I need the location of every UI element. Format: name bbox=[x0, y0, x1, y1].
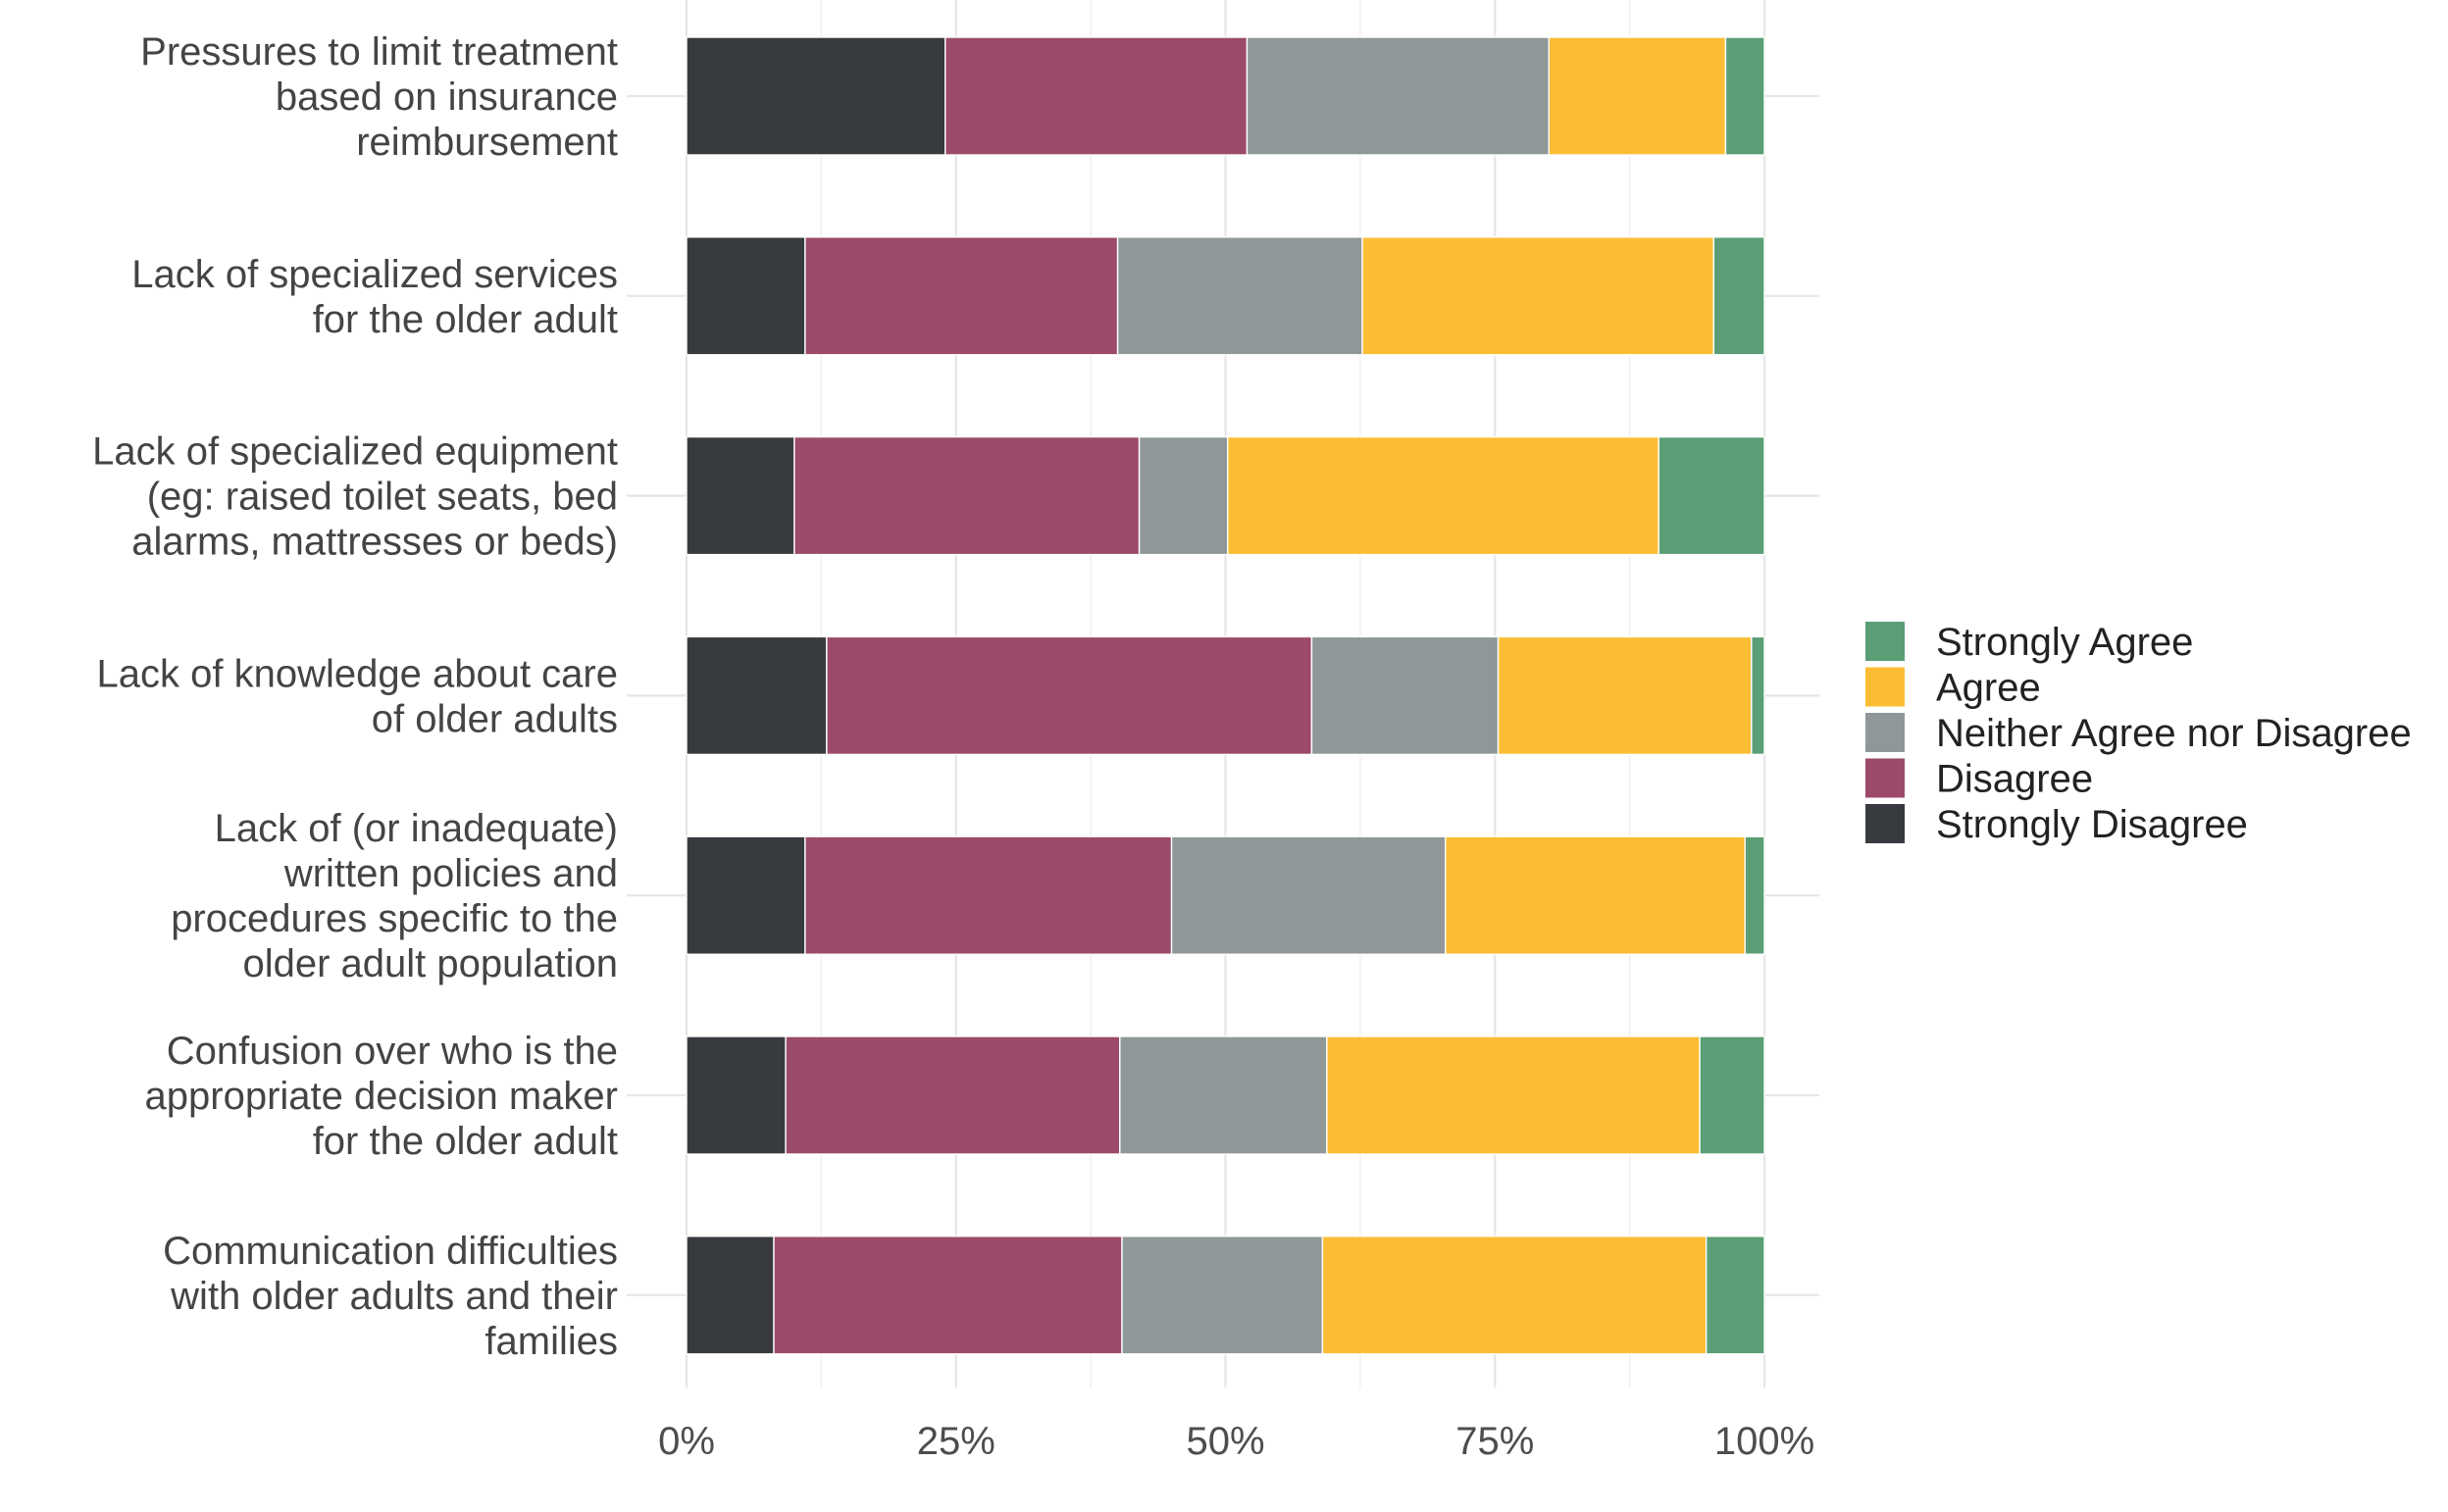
bar-segment-strongly-agree bbox=[1724, 36, 1765, 156]
bar-segment-agree bbox=[1361, 236, 1715, 356]
category-label: Lack of knowledge about care of older adu… bbox=[97, 652, 618, 740]
bar-segment-neither-agree-nor-disagree bbox=[1119, 1035, 1328, 1155]
bar-segment-strongly-disagree bbox=[686, 635, 828, 756]
bar-segment-neither-agree-nor-disagree bbox=[1138, 435, 1229, 556]
bar-segment-strongly-disagree bbox=[686, 236, 806, 356]
x-tick-label: 0% bbox=[658, 1420, 715, 1463]
bar-segment-strongly-agree bbox=[1699, 1035, 1765, 1155]
bar-segment-disagree bbox=[793, 435, 1141, 556]
bar-segment-strongly-agree bbox=[1744, 835, 1765, 955]
bar-segment-agree bbox=[1326, 1035, 1701, 1155]
category-labels: Pressures to limit treatment based on ins… bbox=[92, 30, 618, 1363]
x-tick-label: 100% bbox=[1714, 1420, 1814, 1463]
bar-segment-neither-agree-nor-disagree bbox=[1116, 236, 1363, 356]
bar-segment-agree bbox=[1226, 435, 1659, 556]
bar-segment-disagree bbox=[785, 1035, 1121, 1155]
bar-segment-disagree bbox=[944, 36, 1249, 156]
legend-swatch-strongly-disagree bbox=[1865, 804, 1905, 843]
category-label: Lack of specialized equipment (eg: raised… bbox=[92, 430, 618, 564]
legend-label-strongly-disagree: Strongly Disagree bbox=[1936, 803, 2248, 846]
bar-segment-strongly-disagree bbox=[686, 36, 946, 156]
bar-segment-neither-agree-nor-disagree bbox=[1121, 1235, 1324, 1355]
bar-segment-strongly-agree bbox=[1712, 236, 1765, 356]
bar-segment-disagree bbox=[804, 236, 1119, 356]
bar-segment-strongly-agree bbox=[1751, 635, 1765, 756]
category-label: Lack of (or inadequate) written policies … bbox=[171, 807, 618, 985]
bar-segment-strongly-disagree bbox=[686, 1035, 787, 1155]
bar-segment-disagree bbox=[773, 1235, 1123, 1355]
category-label: Pressures to limit treatment based on ins… bbox=[140, 30, 618, 164]
legend-label-neither-agree-nor-disagree: Neither Agree nor Disagree bbox=[1936, 712, 2412, 755]
legend-swatch-strongly-agree bbox=[1865, 622, 1905, 661]
category-label: Communication difficulties with older adu… bbox=[163, 1230, 618, 1363]
bars bbox=[686, 36, 1765, 1355]
bar-segment-neither-agree-nor-disagree bbox=[1310, 635, 1500, 756]
x-tick-label: 25% bbox=[917, 1420, 995, 1463]
legend-label-disagree: Disagree bbox=[1936, 758, 2093, 801]
legend-swatch-neither-agree-nor-disagree bbox=[1865, 713, 1905, 752]
category-label: Confusion over who is the appropriate dec… bbox=[145, 1030, 618, 1163]
bar-segment-disagree bbox=[804, 835, 1173, 955]
legend-label-agree: Agree bbox=[1936, 667, 2041, 710]
bar-segment-neither-agree-nor-disagree bbox=[1246, 36, 1550, 156]
bar-segment-strongly-agree bbox=[1658, 435, 1765, 556]
bar-segment-agree bbox=[1321, 1235, 1708, 1355]
bar-segment-agree bbox=[1444, 835, 1746, 955]
bar-segment-strongly-disagree bbox=[686, 435, 795, 556]
legend-swatch-agree bbox=[1865, 667, 1905, 707]
bar-segment-strongly-disagree bbox=[686, 835, 806, 955]
bar-segment-agree bbox=[1548, 36, 1727, 156]
bar-segment-agree bbox=[1497, 635, 1753, 756]
bar-segment-strongly-disagree bbox=[686, 1235, 775, 1355]
bar-segment-disagree bbox=[826, 635, 1313, 756]
bar-segment-strongly-agree bbox=[1705, 1235, 1765, 1355]
x-axis-tick-labels: 0% 25% 50% 75% 100% bbox=[658, 1420, 1814, 1463]
x-tick-label: 75% bbox=[1455, 1420, 1534, 1463]
x-tick-label: 50% bbox=[1186, 1420, 1264, 1463]
legend-swatch-disagree bbox=[1865, 758, 1905, 798]
bar-segment-neither-agree-nor-disagree bbox=[1170, 835, 1447, 955]
legend-label-strongly-agree: Strongly Agree bbox=[1936, 621, 2193, 664]
category-label: Lack of specialized services for the olde… bbox=[131, 253, 618, 341]
